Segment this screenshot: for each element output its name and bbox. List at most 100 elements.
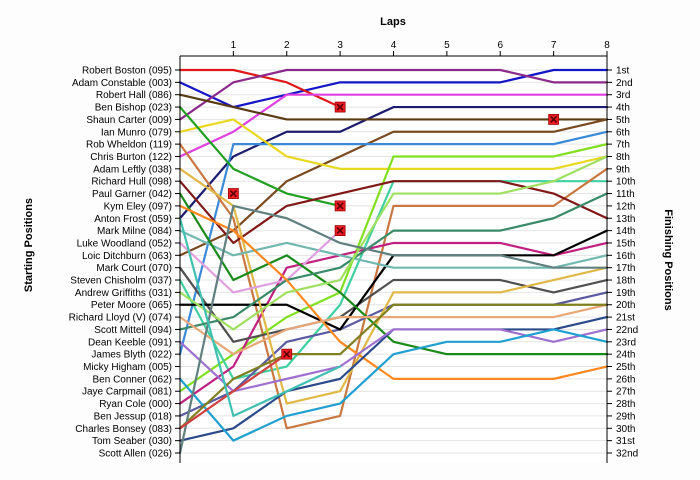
- start-label: Ben Jessup (018): [94, 411, 172, 422]
- retired-marker: [227, 188, 239, 199]
- finish-label: 2nd: [616, 78, 633, 89]
- start-label: Steven Chisholm (037): [70, 276, 172, 287]
- finish-label: 3rd: [616, 90, 630, 101]
- driver-line: [178, 303, 609, 356]
- finish-label: 11th: [616, 189, 635, 200]
- lap-tick-label: 7: [551, 40, 557, 51]
- plot-area: [180, 56, 607, 463]
- right-axis-title: Finishing Positions: [662, 209, 674, 310]
- driver-line: [178, 241, 609, 405]
- finish-label: 1st: [616, 66, 630, 77]
- start-label: Tom Seaber (030): [92, 436, 172, 447]
- driver-line: [178, 118, 609, 257]
- start-label: Ben Conner (062): [93, 374, 173, 385]
- start-label: Ian Munro (079): [101, 127, 172, 138]
- driver-line: [178, 155, 609, 331]
- finish-label: 9th: [616, 164, 630, 175]
- start-label: Loic Ditchburn (063): [82, 251, 172, 262]
- finish-label: 32nd: [616, 449, 638, 460]
- finish-label: 15th: [616, 238, 635, 249]
- driver-line: [178, 192, 609, 356]
- driver-line: [178, 118, 609, 170]
- finish-label: 23rd: [616, 337, 636, 348]
- retired-marker: [281, 348, 293, 360]
- start-label: Ryan Cole (000): [99, 399, 172, 410]
- start-label: Chris Burton (122): [90, 152, 172, 163]
- start-label: Mark Court (070): [96, 263, 172, 274]
- finish-label: 8th: [616, 152, 630, 163]
- start-label: Micky Higham (005): [83, 362, 172, 373]
- start-label: Robert Hall (086): [96, 90, 172, 101]
- driver-line: [178, 143, 609, 393]
- start-label: Adam Leftly (038): [93, 164, 172, 175]
- finish-label: 7th: [616, 140, 630, 151]
- start-label: Dean Keeble (091): [88, 337, 172, 348]
- retirement-markers: [227, 101, 560, 360]
- finish-label: 10th: [616, 177, 635, 188]
- lap-tick-label: 2: [284, 40, 290, 51]
- driver-line: [178, 68, 609, 109]
- retired-marker: [548, 114, 560, 125]
- start-label: Shaun Carter (009): [86, 115, 172, 126]
- finish-label: 18th: [616, 276, 635, 287]
- driver-line: [178, 93, 609, 158]
- finish-label: 27th: [616, 387, 635, 398]
- driver-line: [178, 328, 609, 442]
- driver-line: [178, 217, 342, 418]
- driver-line: [178, 93, 609, 121]
- start-label: Richard Lloyd (V) (074): [69, 313, 172, 324]
- finish-label: 17th: [616, 263, 635, 274]
- finish-label: 25th: [616, 362, 635, 373]
- driver-line: [178, 229, 342, 294]
- finish-label: 21st: [616, 313, 635, 324]
- driver-line: [178, 204, 609, 380]
- start-label: Rob Wheldon (119): [86, 140, 172, 151]
- start-label: Adam Constable (003): [72, 78, 172, 89]
- start-label: Charles Bonsey (083): [75, 424, 172, 435]
- finish-label: 13th: [616, 214, 635, 225]
- driver-line: [178, 204, 609, 455]
- start-label: Ben Bishop (023): [95, 103, 172, 114]
- driver-line: [178, 130, 609, 356]
- start-label: Jaye Carpmail (081): [82, 387, 172, 398]
- retired-marker: [334, 101, 346, 113]
- finish-label: 30th: [616, 424, 635, 435]
- finish-label: 12th: [616, 201, 635, 212]
- driver-line: [178, 328, 609, 393]
- finish-label: 26th: [616, 374, 635, 385]
- finish-label: 14th: [616, 226, 635, 237]
- start-label: Kym Eley (097): [104, 201, 172, 212]
- start-label: Anton Frost (059): [94, 214, 172, 225]
- finish-label: 31st: [616, 436, 635, 447]
- finish-label: 6th: [616, 127, 630, 138]
- left-axis-title: Starting Positions: [23, 198, 35, 292]
- retired-marker: [334, 200, 346, 212]
- series-lines: [178, 68, 609, 455]
- start-label: Andrew Griffiths (031): [75, 288, 172, 299]
- driver-line: [178, 353, 288, 430]
- driver-line: [178, 105, 609, 220]
- start-label: Richard Hull (098): [91, 177, 172, 188]
- retired-marker: [334, 225, 346, 237]
- finish-label: 16th: [616, 251, 635, 262]
- driver-line: [178, 192, 609, 331]
- start-label: Luke Woodland (052): [77, 238, 172, 249]
- start-label: Robert Boston (095): [82, 66, 172, 77]
- lap-tick-label: 4: [391, 40, 397, 51]
- lap-tick-label: 8: [604, 40, 610, 51]
- start-label: Paul Garner (042): [92, 189, 172, 200]
- finish-label: 4th: [616, 103, 630, 114]
- start-label: Scott Mittell (094): [94, 325, 172, 336]
- start-labels: Robert Boston (095)Adam Constable (003)R…: [69, 66, 180, 460]
- finish-label: 5th: [616, 115, 630, 126]
- driver-line: [178, 229, 609, 269]
- lap-ticks: 1 2 3 4 5 6 7 8: [231, 40, 610, 56]
- finish-label: 22nd: [616, 325, 638, 336]
- driver-line: [178, 303, 609, 430]
- finish-label: 20th: [616, 300, 635, 311]
- lap-tick-label: 6: [497, 40, 503, 51]
- start-label: Scott Allen (026): [99, 449, 172, 460]
- start-label: James Blyth (022): [91, 350, 172, 361]
